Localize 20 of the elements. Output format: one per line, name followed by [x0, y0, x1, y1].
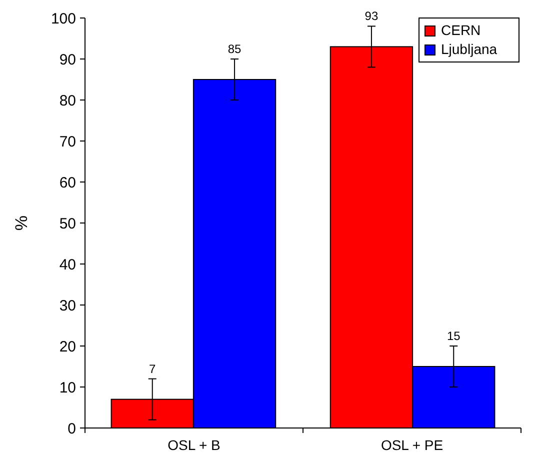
y-tick-label: 70 [59, 133, 76, 150]
y-tick-label: 80 [59, 92, 76, 110]
y-tick-label: 0 [68, 420, 76, 438]
y-tick-label: 40 [59, 256, 76, 274]
legend-label: Ljubljana [441, 41, 498, 57]
data-label: 15 [446, 329, 461, 343]
y-tick-label: 30 [59, 297, 76, 314]
legend-label: CERN [441, 22, 481, 38]
data-label: 85 [228, 42, 242, 56]
x-tick-label: OSL + B [168, 437, 220, 453]
y-tick-label: 20 [59, 338, 76, 356]
y-axis-title: % [12, 215, 31, 231]
y-tick-label: 10 [59, 379, 76, 396]
y-tick-label: 50 [59, 215, 76, 232]
y-tick-label: 100 [50, 10, 76, 28]
y-tick-label: 90 [59, 51, 76, 68]
data-label: 93 [364, 9, 378, 24]
x-tick-label: OSL + PE [380, 437, 444, 453]
y-tick-label: 60 [59, 174, 76, 192]
data-label: 7 [149, 362, 156, 376]
